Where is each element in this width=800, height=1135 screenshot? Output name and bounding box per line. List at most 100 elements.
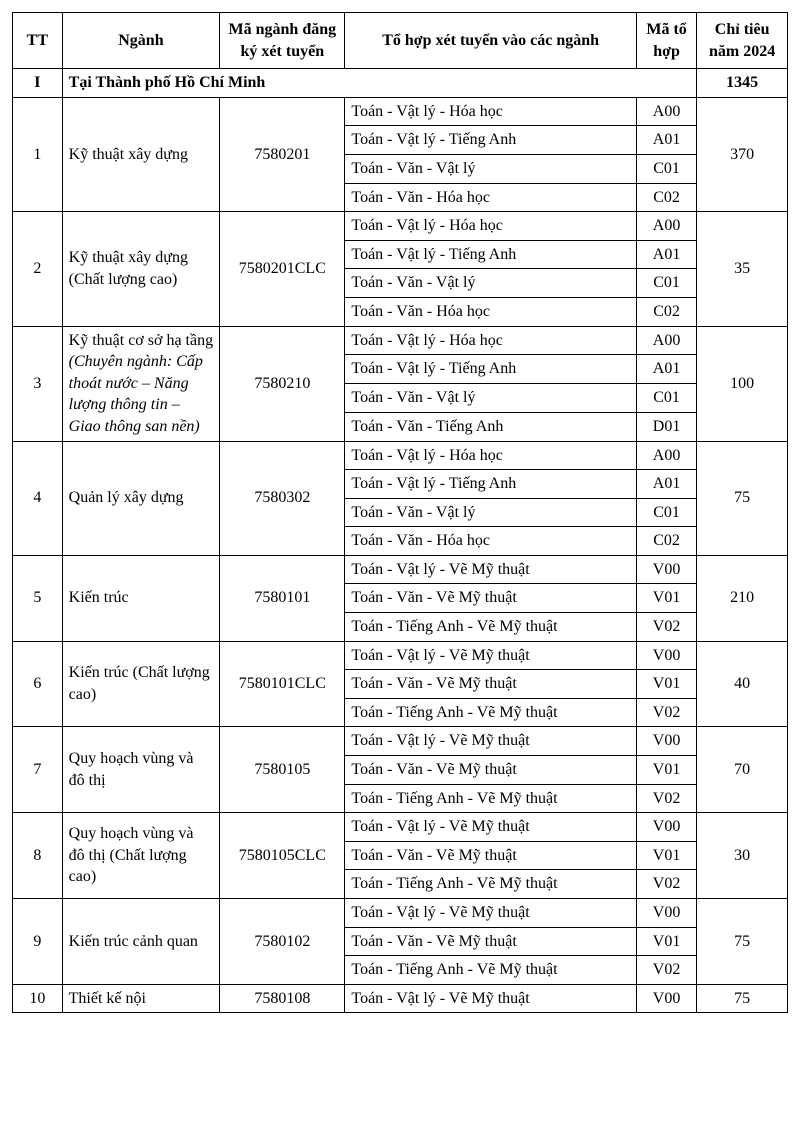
- cell-mt: C02: [636, 297, 696, 326]
- table-row: 9Kiến trúc cảnh quan7580102Toán - Vật lý…: [13, 899, 788, 928]
- cell-mt: A01: [636, 355, 696, 384]
- cell-ma: 7580108: [220, 984, 345, 1013]
- cell-tohop: Toán - Tiếng Anh - Vẽ Mỹ thuật: [345, 613, 636, 642]
- cell-tt: 2: [13, 212, 63, 326]
- cell-mt: A00: [636, 441, 696, 470]
- cell-nganh: Kỹ thuật cơ sở hạ tầng(Chuyên ngành: Cấp…: [62, 326, 220, 441]
- cell-nganh: Kiến trúc cảnh quan: [62, 899, 220, 985]
- cell-mt: A00: [636, 212, 696, 241]
- cell-tohop: Toán - Tiếng Anh - Vẽ Mỹ thuật: [345, 956, 636, 985]
- nganh-sub: (Chuyên ngành: Cấp thoát nước – Năng lượ…: [69, 351, 214, 437]
- cell-tohop: Toán - Vật lý - Hóa học: [345, 97, 636, 126]
- cell-tohop: Toán - Vật lý - Hóa học: [345, 326, 636, 355]
- header-ma: Mã ngành đăng ký xét tuyển: [220, 13, 345, 69]
- table-row: 10Thiết kế nội7580108Toán - Vật lý - Vẽ …: [13, 984, 788, 1013]
- cell-mt: V02: [636, 698, 696, 727]
- header-row: TT Ngành Mã ngành đăng ký xét tuyển Tổ h…: [13, 13, 788, 69]
- cell-ma: 7580201CLC: [220, 212, 345, 326]
- cell-mt: A00: [636, 97, 696, 126]
- cell-ct: 35: [697, 212, 788, 326]
- cell-mt: C01: [636, 269, 696, 298]
- cell-tohop: Toán - Vật lý - Tiếng Anh: [345, 240, 636, 269]
- cell-tt: 4: [13, 441, 63, 555]
- table-row: 3Kỹ thuật cơ sở hạ tầng(Chuyên ngành: Cấ…: [13, 326, 788, 355]
- cell-mt: C01: [636, 498, 696, 527]
- table-row: 1Kỹ thuật xây dựng7580201Toán - Vật lý -…: [13, 97, 788, 126]
- cell-ct: 210: [697, 555, 788, 641]
- cell-ma: 7580105CLC: [220, 813, 345, 899]
- table-row: 5Kiến trúc7580101Toán - Vật lý - Vẽ Mỹ t…: [13, 555, 788, 584]
- cell-nganh: Kiến trúc (Chất lượng cao): [62, 641, 220, 727]
- cell-tohop: Toán - Văn - Vẽ Mỹ thuật: [345, 584, 636, 613]
- cell-ct: 370: [697, 97, 788, 211]
- header-mt: Mã tổ hợp: [636, 13, 696, 69]
- cell-mt: V00: [636, 555, 696, 584]
- table-row: 8Quy hoạch vùng và đô thị (Chất lượng ca…: [13, 813, 788, 842]
- cell-tohop: Toán - Văn - Vẽ Mỹ thuật: [345, 670, 636, 699]
- cell-tt: 1: [13, 97, 63, 211]
- cell-tt: 8: [13, 813, 63, 899]
- cell-mt: V00: [636, 813, 696, 842]
- cell-mt: V02: [636, 613, 696, 642]
- cell-tohop: Toán - Văn - Hóa học: [345, 527, 636, 556]
- section-total: 1345: [697, 69, 788, 98]
- cell-ma: 7580105: [220, 727, 345, 813]
- cell-mt: C01: [636, 384, 696, 413]
- cell-tohop: Toán - Tiếng Anh - Vẽ Mỹ thuật: [345, 870, 636, 899]
- admissions-table: TT Ngành Mã ngành đăng ký xét tuyển Tổ h…: [12, 12, 788, 1013]
- cell-tohop: Toán - Văn - Vật lý: [345, 269, 636, 298]
- cell-tohop: Toán - Vật lý - Tiếng Anh: [345, 355, 636, 384]
- cell-tohop: Toán - Vật lý - Vẽ Mỹ thuật: [345, 899, 636, 928]
- cell-nganh: Quy hoạch vùng và đô thị: [62, 727, 220, 813]
- table-row: 2Kỹ thuật xây dựng (Chất lượng cao)75802…: [13, 212, 788, 241]
- cell-mt: V02: [636, 870, 696, 899]
- cell-ma: 7580101CLC: [220, 641, 345, 727]
- cell-ct: 30: [697, 813, 788, 899]
- cell-tohop: Toán - Vật lý - Hóa học: [345, 441, 636, 470]
- header-tt: TT: [13, 13, 63, 69]
- cell-tt: 3: [13, 326, 63, 441]
- table-row: 4Quản lý xây dựng7580302Toán - Vật lý - …: [13, 441, 788, 470]
- cell-ct: 75: [697, 984, 788, 1013]
- cell-ct: 70: [697, 727, 788, 813]
- header-nganh: Ngành: [62, 13, 220, 69]
- cell-tohop: Toán - Vật lý - Vẽ Mỹ thuật: [345, 555, 636, 584]
- cell-tohop: Toán - Vật lý - Vẽ Mỹ thuật: [345, 984, 636, 1013]
- cell-ct: 75: [697, 899, 788, 985]
- cell-mt: A01: [636, 240, 696, 269]
- cell-tohop: Toán - Vật lý - Vẽ Mỹ thuật: [345, 641, 636, 670]
- cell-tt: 7: [13, 727, 63, 813]
- header-tohop: Tổ hợp xét tuyển vào các ngành: [345, 13, 636, 69]
- cell-tt: 9: [13, 899, 63, 985]
- cell-ma: 7580302: [220, 441, 345, 555]
- cell-mt: V01: [636, 584, 696, 613]
- cell-mt: A01: [636, 126, 696, 155]
- cell-tohop: Toán - Văn - Vật lý: [345, 154, 636, 183]
- cell-tohop: Toán - Văn - Tiếng Anh: [345, 412, 636, 441]
- table-row: 7Quy hoạch vùng và đô thị7580105Toán - V…: [13, 727, 788, 756]
- cell-tohop: Toán - Vật lý - Hóa học: [345, 212, 636, 241]
- header-ct: Chỉ tiêu năm 2024: [697, 13, 788, 69]
- cell-tohop: Toán - Văn - Hóa học: [345, 297, 636, 326]
- cell-nganh: Kỹ thuật xây dựng (Chất lượng cao): [62, 212, 220, 326]
- section-index: I: [13, 69, 63, 98]
- cell-mt: V00: [636, 984, 696, 1013]
- cell-nganh: Quản lý xây dựng: [62, 441, 220, 555]
- cell-ma: 7580102: [220, 899, 345, 985]
- cell-mt: A00: [636, 326, 696, 355]
- cell-mt: D01: [636, 412, 696, 441]
- section-title: Tại Thành phố Hồ Chí Minh: [62, 69, 697, 98]
- cell-tohop: Toán - Văn - Vật lý: [345, 384, 636, 413]
- cell-tohop: Toán - Văn - Hóa học: [345, 183, 636, 212]
- cell-ma: 7580210: [220, 326, 345, 441]
- cell-mt: V01: [636, 927, 696, 956]
- cell-tohop: Toán - Tiếng Anh - Vẽ Mỹ thuật: [345, 698, 636, 727]
- cell-tohop: Toán - Văn - Vẽ Mỹ thuật: [345, 927, 636, 956]
- cell-mt: V00: [636, 727, 696, 756]
- cell-tohop: Toán - Tiếng Anh - Vẽ Mỹ thuật: [345, 784, 636, 813]
- cell-mt: V01: [636, 756, 696, 785]
- cell-tohop: Toán - Vật lý - Tiếng Anh: [345, 470, 636, 499]
- cell-ma: 7580101: [220, 555, 345, 641]
- cell-nganh: Kiến trúc: [62, 555, 220, 641]
- cell-nganh: Kỹ thuật xây dựng: [62, 97, 220, 211]
